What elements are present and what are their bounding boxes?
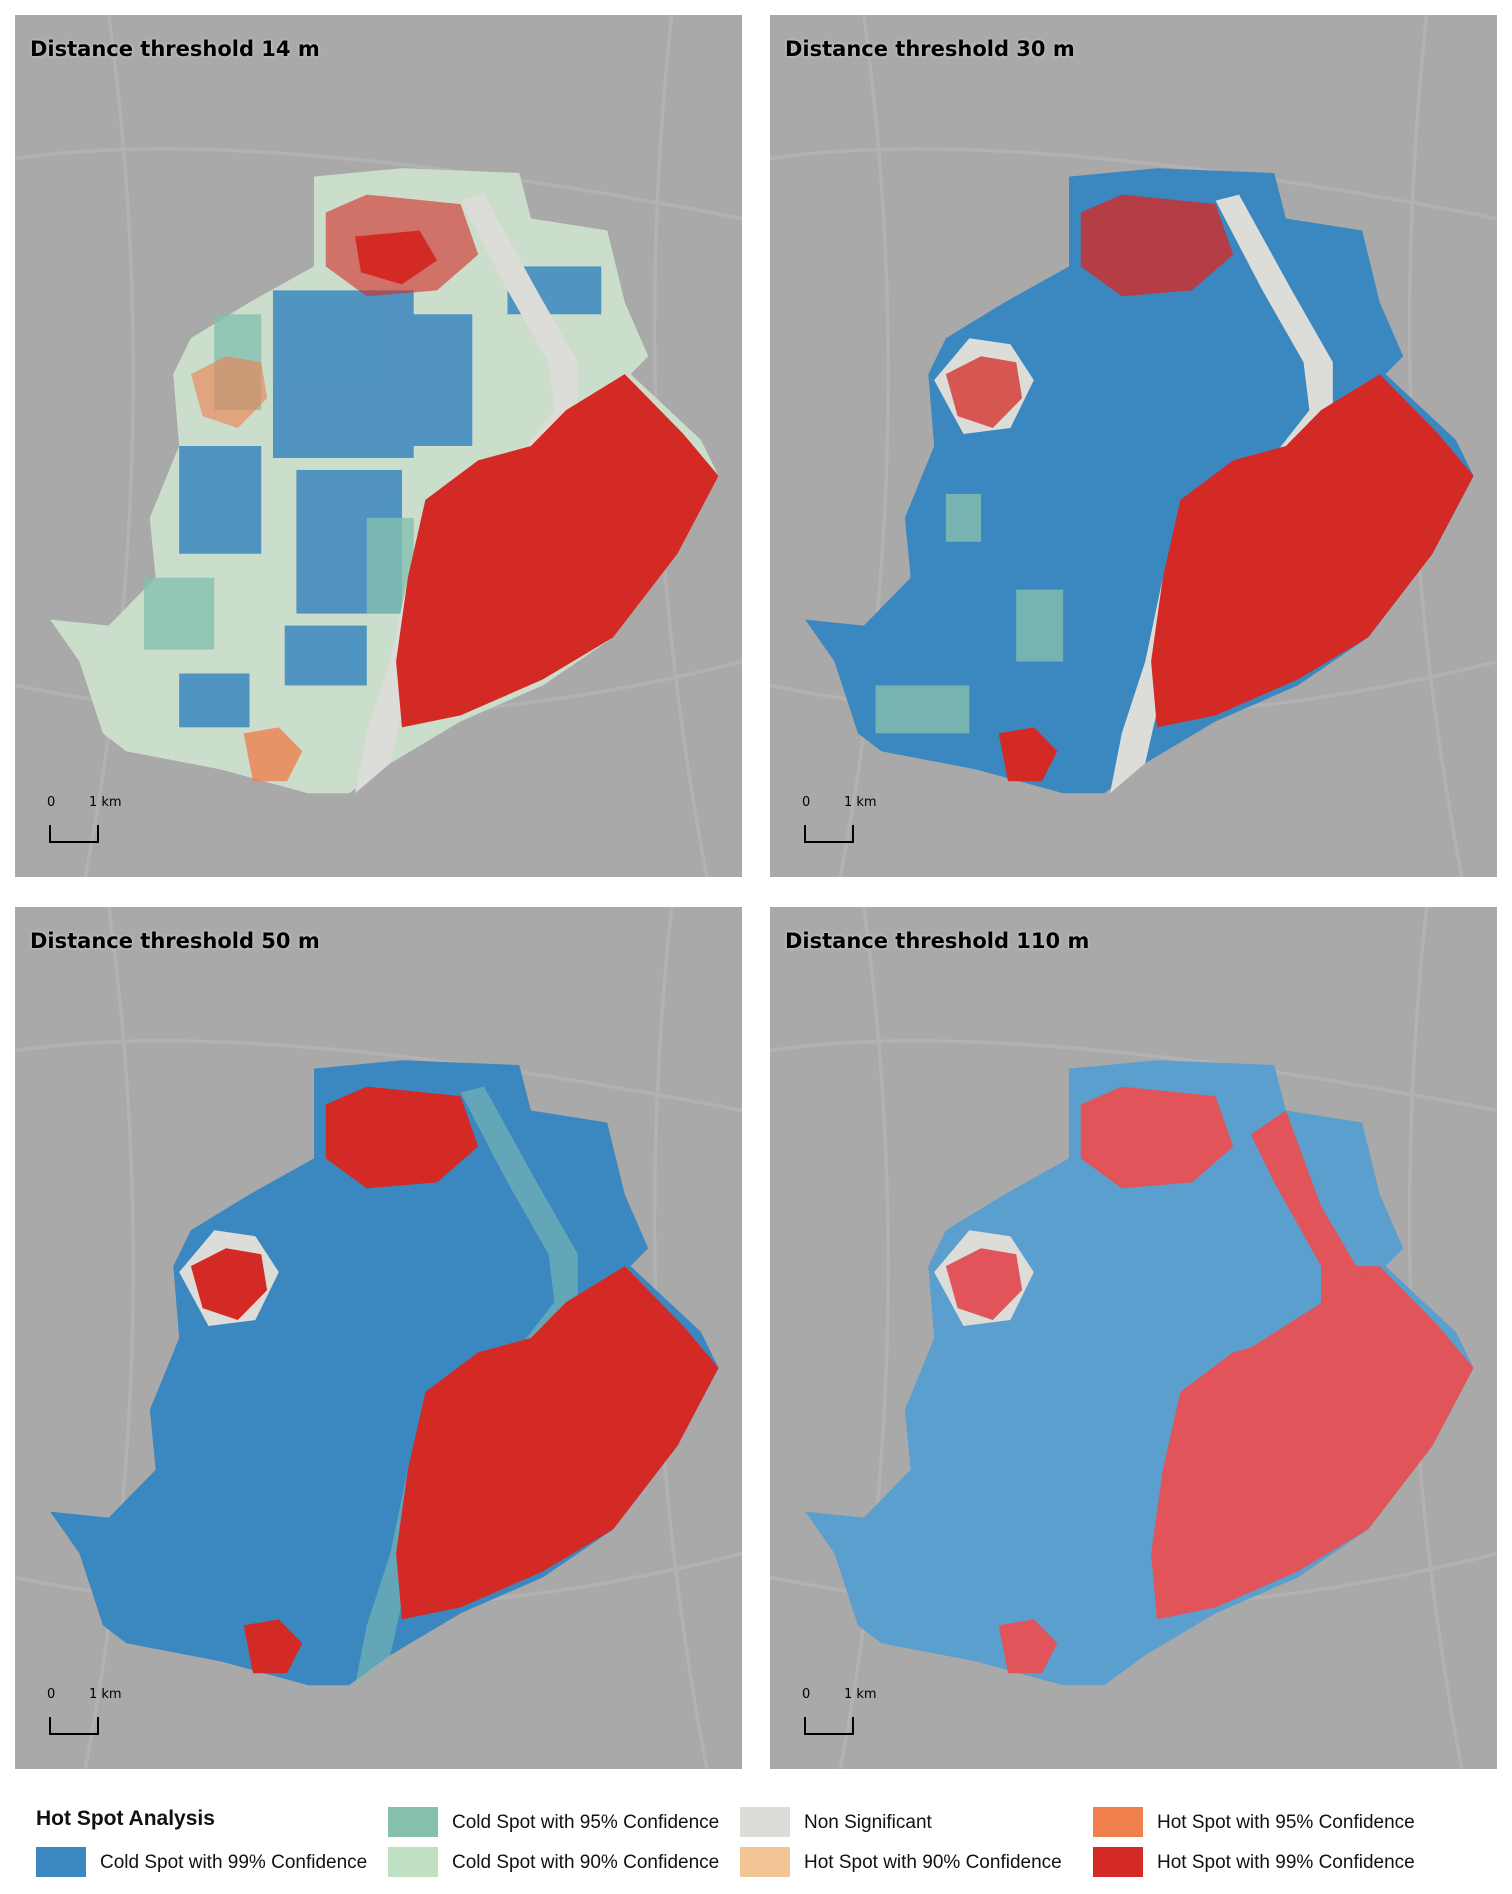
map-panel-14m: Distance threshold 14 m 0 1 km [15, 15, 742, 877]
map-panel-50m: Distance threshold 50 m 0 1 km [15, 907, 742, 1769]
legend-label: Cold Spot with 90% Confidence [452, 1852, 720, 1873]
scale-bar: 0 1 km [33, 795, 143, 865]
legend-label: Hot Spot with 90% Confidence [804, 1852, 1062, 1873]
scale-length-label: 1 km [844, 795, 877, 810]
panel-title: Distance threshold 14 m [30, 37, 320, 61]
scale-bar: 0 1 km [788, 1687, 898, 1757]
legend-label: Cold Spot with 95% Confidence [452, 1812, 720, 1833]
scale-zero-label: 0 [802, 795, 811, 810]
legend-swatch [740, 1847, 790, 1877]
scale-length-label: 1 km [89, 795, 122, 810]
scale-line [804, 825, 854, 843]
map-panel-30m: Distance threshold 30 m 0 1 km [770, 15, 1497, 877]
scale-line [49, 1717, 99, 1735]
scale-line [804, 1717, 854, 1735]
legend-label: Hot Spot with 95% Confidence [1157, 1812, 1415, 1833]
scale-length-label: 1 km [89, 1687, 122, 1702]
scale-bar: 0 1 km [33, 1687, 143, 1757]
scale-zero-label: 0 [802, 1687, 811, 1702]
panel-title: Distance threshold 30 m [785, 37, 1075, 61]
legend-title: Hot Spot Analysis [36, 1807, 215, 1830]
scale-bar: 0 1 km [788, 795, 898, 865]
hotspot-map-30m [770, 15, 1497, 877]
legend-swatch [388, 1807, 438, 1837]
hotspot-map-14m [15, 15, 742, 877]
map-panel-110m: Distance threshold 110 m 0 1 km [770, 907, 1497, 1769]
legend-swatch [36, 1847, 86, 1877]
scale-line [49, 825, 99, 843]
scale-zero-label: 0 [47, 1687, 56, 1702]
legend-label: Cold Spot with 99% Confidence [100, 1852, 368, 1873]
legend-swatch [740, 1807, 790, 1837]
legend-label: Non Significant [804, 1812, 932, 1833]
legend-swatch [388, 1847, 438, 1877]
panel-title: Distance threshold 110 m [785, 929, 1090, 953]
panel-title: Distance threshold 50 m [30, 929, 320, 953]
scale-zero-label: 0 [47, 795, 56, 810]
hotspot-map-110m [770, 907, 1497, 1769]
scale-length-label: 1 km [844, 1687, 877, 1702]
legend-label: Hot Spot with 99% Confidence [1157, 1852, 1415, 1873]
map-legend: Hot Spot Analysis Cold Spot with 99% Con… [0, 1785, 1512, 1894]
legend-swatch [1093, 1847, 1143, 1877]
hotspot-map-50m [15, 907, 742, 1769]
legend-swatch [1093, 1807, 1143, 1837]
